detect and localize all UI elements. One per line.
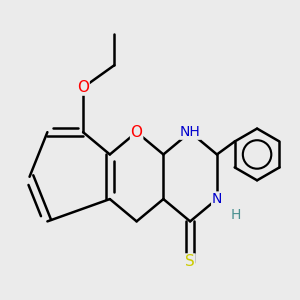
Text: N: N <box>212 192 222 206</box>
Text: NH: NH <box>180 125 200 139</box>
Text: O: O <box>130 125 142 140</box>
Text: S: S <box>185 254 195 269</box>
Text: H: H <box>230 208 241 222</box>
Text: O: O <box>77 80 89 95</box>
